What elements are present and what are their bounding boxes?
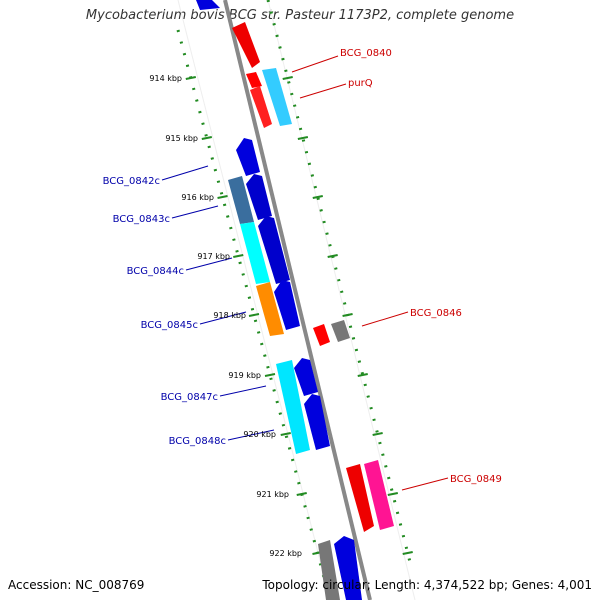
gene-bcg-0846-a[interactable] bbox=[313, 324, 330, 346]
scale-tick bbox=[248, 313, 260, 317]
scale-tick bbox=[357, 373, 368, 377]
gene-bcg-0847c-block[interactable] bbox=[276, 360, 310, 454]
accession-text: Accession: NC_008769 bbox=[8, 578, 145, 592]
label-bcg-0847c[interactable]: BCG_0847c bbox=[161, 392, 218, 403]
tick-label: 922 kbp bbox=[269, 549, 302, 558]
scale-tick bbox=[282, 76, 293, 80]
minus-labels: BCG_0842c BCG_0843c BCG_0844c BCG_0845c … bbox=[103, 176, 226, 447]
plus-labels: BCG_0840 purQ BCG_0846 BCG_0849 bbox=[340, 48, 502, 485]
tick-label: 919 kbp bbox=[228, 371, 261, 380]
scale-tick bbox=[387, 492, 398, 496]
tick-label: 916 kbp bbox=[181, 193, 214, 202]
gene-bcg-0845c-block[interactable] bbox=[256, 282, 284, 336]
label-bcg-0840[interactable]: BCG_0840 bbox=[340, 48, 392, 59]
gene-small-red[interactable] bbox=[246, 72, 262, 88]
tick-group bbox=[185, 76, 413, 555]
scale-tick bbox=[264, 373, 276, 377]
gene-purq-block[interactable] bbox=[262, 68, 292, 126]
label-bcg-0842c[interactable]: BCG_0842c bbox=[103, 176, 160, 187]
scale-dots-right bbox=[266, 0, 414, 571]
gene-bcg-0844c[interactable] bbox=[258, 216, 290, 284]
scale-tick bbox=[327, 254, 338, 258]
gene-bcg-0849-b[interactable] bbox=[364, 460, 394, 530]
track-outline-left bbox=[177, 0, 331, 600]
scale-tick bbox=[217, 195, 228, 199]
scale-tick bbox=[280, 432, 291, 436]
scale-tick bbox=[297, 136, 309, 140]
gene-bcg-0848c[interactable] bbox=[304, 394, 330, 450]
scale-tick bbox=[185, 76, 196, 80]
scale-tick bbox=[296, 492, 307, 496]
topology-text: Topology: circular; Length: 4,374,522 bp… bbox=[262, 578, 592, 592]
label-bcg-0844c[interactable]: BCG_0844c bbox=[127, 266, 184, 277]
gene-purq[interactable] bbox=[250, 86, 272, 128]
scale-tick bbox=[201, 136, 212, 140]
label-lines bbox=[161, 55, 449, 491]
tick-label: 915 kbp bbox=[165, 134, 198, 143]
label-bcg-0848c[interactable]: BCG_0848c bbox=[169, 436, 226, 447]
label-bcg-0845c[interactable]: BCG_0845c bbox=[141, 320, 198, 331]
gene-bcg-0844c-block[interactable] bbox=[240, 222, 270, 284]
minus-strand-genes bbox=[196, 0, 362, 600]
scale-tick bbox=[233, 254, 244, 258]
gene-bcg-0849-a[interactable] bbox=[346, 464, 374, 532]
tick-label: 920 kbp bbox=[243, 430, 276, 439]
label-bcg-0846[interactable]: BCG_0846 bbox=[410, 308, 462, 319]
plus-strand-genes bbox=[232, 22, 394, 532]
gene-bcg-0843c[interactable] bbox=[246, 174, 272, 220]
scale-tick bbox=[312, 195, 323, 199]
label-purq[interactable]: purQ bbox=[348, 78, 373, 89]
map-title: Mycobacterium bovis BCG str. Pasteur 117… bbox=[85, 8, 515, 23]
gene-bcg-0840[interactable] bbox=[232, 22, 260, 68]
gene-bottom-gray[interactable] bbox=[318, 540, 340, 600]
gene-bcg-0845c[interactable] bbox=[274, 280, 300, 330]
label-bcg-0849[interactable]: BCG_0849 bbox=[450, 474, 502, 485]
scale-labels: 914 kbp 915 kbp 916 kbp 917 kbp 918 kbp … bbox=[149, 74, 302, 558]
tick-label: 914 kbp bbox=[149, 74, 182, 83]
scale-tick bbox=[372, 432, 383, 436]
gene-bcg-0843c-block[interactable] bbox=[228, 176, 254, 224]
gene-bcg-0847c[interactable] bbox=[294, 358, 318, 396]
label-bcg-0843c[interactable]: BCG_0843c bbox=[113, 214, 170, 225]
gene-top-blue[interactable] bbox=[196, 0, 220, 10]
scale-tick bbox=[342, 313, 353, 317]
gene-bottom-blue[interactable] bbox=[334, 536, 362, 600]
tick-label: 917 kbp bbox=[197, 252, 230, 261]
gene-bcg-0846-b[interactable] bbox=[331, 320, 350, 342]
scale-tick bbox=[402, 551, 413, 555]
gene-bcg-0842c[interactable] bbox=[236, 138, 260, 176]
genome-backbone bbox=[223, 0, 372, 600]
tick-label: 918 kbp bbox=[213, 311, 246, 320]
tick-label: 921 kbp bbox=[256, 490, 289, 499]
track-outline-right bbox=[267, 0, 416, 600]
